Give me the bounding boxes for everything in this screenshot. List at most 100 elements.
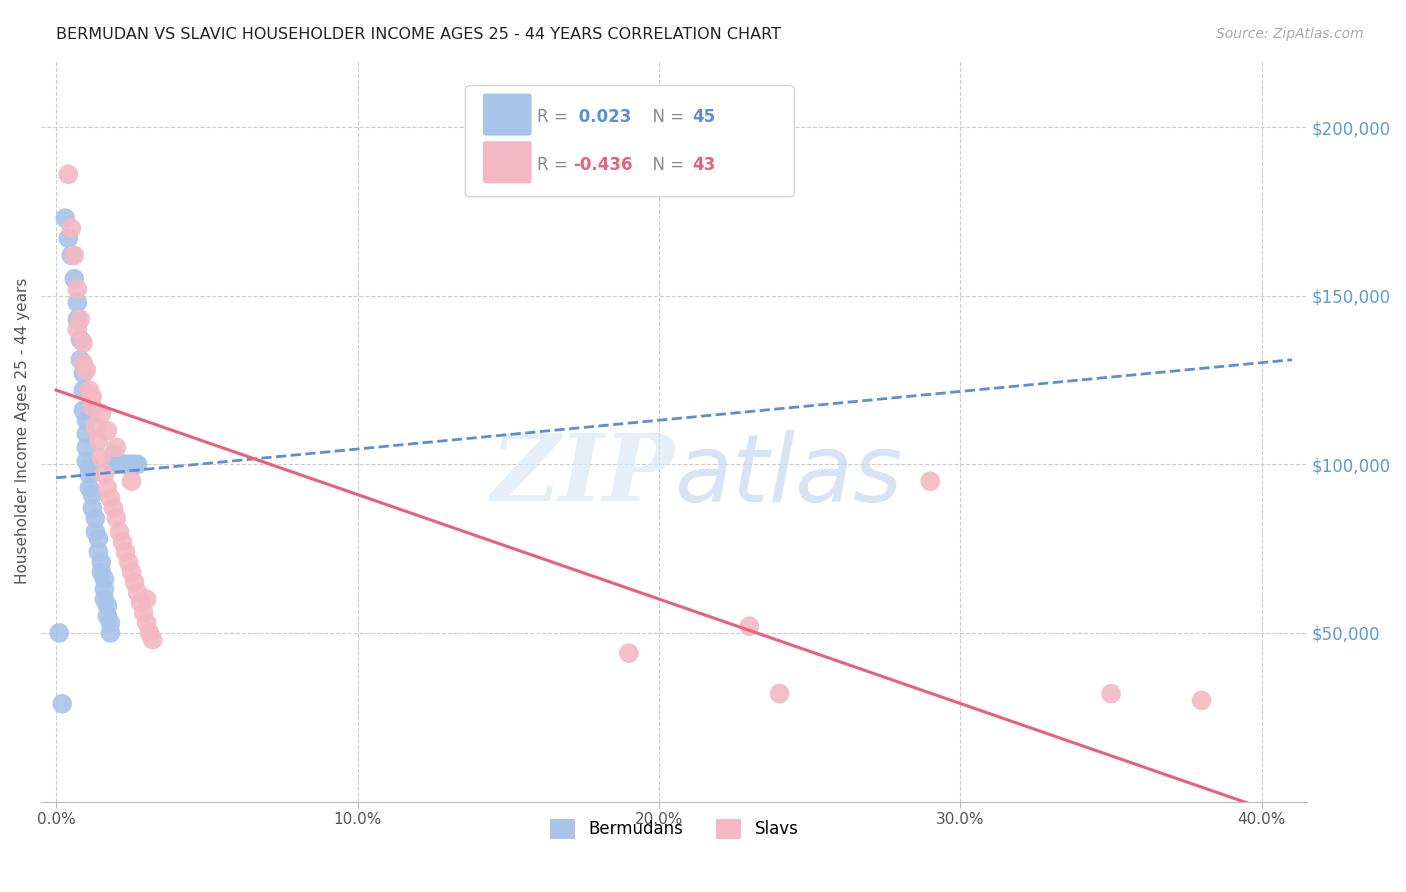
Point (84, 524, 107, 539)
Point (105, 511, 128, 525)
Text: Source: ZipAtlas.com: Source: ZipAtlas.com (1216, 27, 1364, 41)
Point (100, 626, 122, 640)
Point (75, 427, 97, 442)
Point (60, 248, 83, 262)
Point (84, 420, 107, 434)
Point (114, 458, 136, 472)
FancyBboxPatch shape (482, 141, 531, 184)
Point (93, 467, 115, 482)
Point (121, 458, 143, 472)
Point (111, 458, 134, 472)
Text: N =: N = (643, 156, 690, 174)
Point (58, 231, 80, 245)
Point (90, 407, 112, 421)
Point (96, 424, 118, 438)
Text: 45: 45 (692, 109, 714, 127)
FancyBboxPatch shape (465, 86, 794, 197)
Point (66, 282, 89, 296)
Point (135, 615, 157, 630)
Point (69, 312, 91, 326)
Point (90, 566, 112, 580)
Point (121, 474, 143, 488)
Point (69, 352, 91, 367)
Point (103, 458, 125, 472)
Point (87, 434, 110, 448)
Point (93, 582, 115, 596)
Point (82, 400, 104, 414)
Point (103, 501, 125, 516)
Point (124, 575, 146, 590)
Text: 43: 43 (692, 156, 716, 174)
Point (93, 572, 115, 586)
Point (100, 491, 122, 505)
Point (72, 335, 94, 350)
Text: ZIP: ZIP (489, 430, 673, 520)
Point (617, 646, 640, 660)
Point (768, 687, 790, 701)
Point (79, 383, 101, 397)
Point (75, 441, 97, 455)
Point (127, 585, 149, 599)
Point (100, 615, 122, 630)
Point (138, 626, 160, 640)
Legend: Bermudans, Slavs: Bermudans, Slavs (543, 813, 806, 846)
Text: -0.436: -0.436 (572, 156, 633, 174)
Point (90, 450, 112, 465)
Text: 0.023: 0.023 (572, 109, 631, 127)
Point (72, 383, 94, 397)
Point (142, 632, 165, 647)
Text: atlas: atlas (673, 430, 903, 521)
Point (82, 488, 104, 502)
Point (90, 555, 112, 569)
Point (738, 619, 761, 633)
Point (87, 532, 110, 546)
Point (132, 606, 155, 620)
Point (79, 467, 101, 482)
Point (63, 272, 86, 286)
Point (135, 592, 157, 607)
Point (127, 458, 149, 472)
Point (105, 458, 128, 472)
Text: R =: R = (537, 109, 574, 127)
Point (48, 626, 70, 640)
Point (69, 333, 91, 347)
Point (60, 221, 83, 235)
FancyBboxPatch shape (482, 94, 531, 136)
Point (108, 524, 131, 539)
Point (124, 458, 146, 472)
Text: BERMUDAN VS SLAVIC HOUSEHOLDER INCOME AGES 25 - 44 YEARS CORRELATION CHART: BERMUDAN VS SLAVIC HOUSEHOLDER INCOME AG… (56, 27, 782, 42)
Point (96, 599, 118, 613)
Point (87, 545, 110, 559)
Point (75, 413, 97, 427)
Point (53, 211, 76, 226)
Point (121, 566, 143, 580)
Text: N =: N = (643, 109, 690, 127)
Point (82, 501, 104, 516)
Point (79, 460, 101, 475)
Point (117, 458, 139, 472)
Point (51, 697, 73, 711)
Point (108, 458, 131, 472)
Point (1191, 693, 1213, 707)
Point (75, 454, 97, 468)
Point (72, 366, 94, 380)
Point (84, 511, 107, 525)
Point (96, 609, 118, 624)
Point (75, 363, 97, 377)
Point (96, 481, 118, 495)
Point (111, 534, 134, 549)
Point (82, 390, 104, 404)
Point (1099, 687, 1122, 701)
Point (114, 545, 136, 559)
Text: R =: R = (537, 156, 574, 174)
Point (103, 447, 125, 461)
Point (63, 248, 86, 262)
Point (66, 322, 89, 336)
Point (79, 481, 101, 495)
Point (920, 474, 942, 488)
Point (129, 596, 152, 610)
Y-axis label: Householder Income Ages 25 - 44 years: Householder Income Ages 25 - 44 years (15, 277, 30, 583)
Point (93, 592, 115, 607)
Point (72, 356, 94, 370)
Point (72, 403, 94, 417)
